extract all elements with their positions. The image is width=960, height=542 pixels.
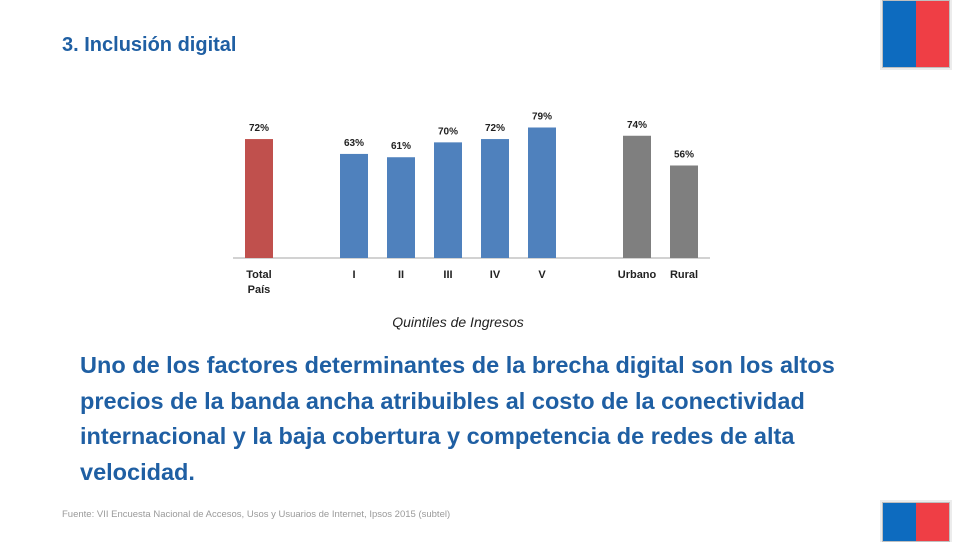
category-label: Total [246,269,271,281]
category-label: V [538,269,546,281]
category-label: Rural [670,269,698,281]
body-text: Uno de los factores determinantes de la … [80,352,835,486]
bar [528,127,556,258]
bar [670,165,698,258]
bar-value-label: 74% [627,120,647,131]
bar [387,157,415,258]
bar [434,142,462,258]
flag-logo-bottom [882,502,950,542]
category-label: IV [490,269,501,281]
category-label: Urbano [618,269,657,281]
bar [623,135,651,258]
bar-value-label: 56% [674,149,694,160]
bar-value-label: 61% [391,141,411,152]
category-label: III [443,269,452,281]
flag-logo-top [882,0,950,68]
bar-chart: 72% Total País 63% I 61% II 70% III 72% IV 79% V 74% U… [233,111,710,296]
bar-value-label: 70% [438,126,458,137]
category-label: País [248,284,271,296]
category-label: II [398,269,404,281]
source-note: Fuente: VII Encuesta Nacional de Accesos… [62,509,451,520]
bar-value-label: 72% [485,123,505,134]
bar-value-label: 63% [344,138,364,149]
bar [340,153,368,258]
slide-title: 3. Inclusión digital [62,34,237,56]
bar [245,139,273,258]
bar-value-label: 72% [249,123,269,134]
category-label: I [352,269,355,281]
bar-value-label: 79% [532,111,552,122]
x-axis-label: Quintiles de Ingresos [392,314,524,330]
bar [481,139,509,258]
